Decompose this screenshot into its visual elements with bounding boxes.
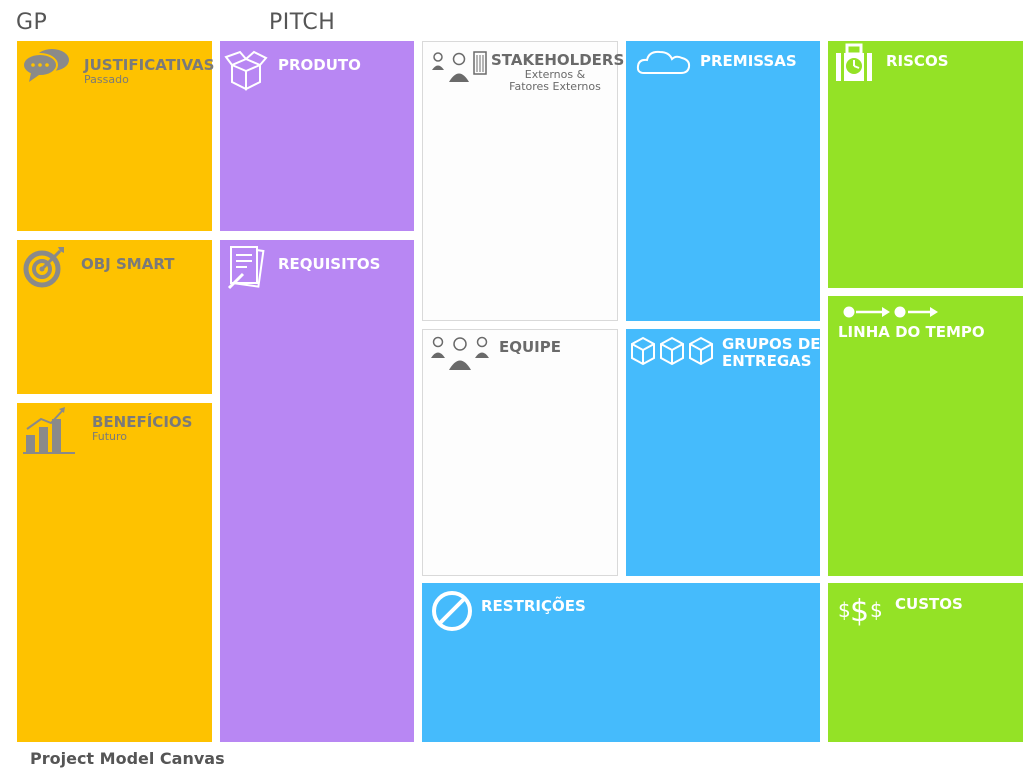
premissas-title: PREMISSAS (700, 52, 797, 70)
block-obj-smart[interactable]: OBJ SMART (17, 240, 212, 394)
grupos-title-1: GRUPOS DE (722, 335, 821, 353)
riscos-title: RISCOS (886, 52, 949, 70)
linha-do-tempo-title: LINHA DO TEMPO (838, 323, 985, 341)
svg-text:$: $ (850, 594, 869, 627)
requisitos-title: REQUISITOS (278, 255, 381, 273)
grupos-title-2: ENTREGAS (722, 352, 812, 370)
block-stakeholders[interactable]: STAKEHOLDERS Externos & Fatores Externos (422, 41, 624, 321)
pitch-label: PITCH (269, 10, 336, 35)
canvas-footer-title: Project Model Canvas (30, 749, 225, 768)
gp-label: GP (16, 10, 48, 35)
equipe-title: EQUIPE (499, 338, 561, 356)
block-linha-do-tempo[interactable]: LINHA DO TEMPO (828, 296, 1023, 576)
block-justificativas[interactable]: JUSTIFICATIVAS Passado (17, 41, 215, 231)
produto-title: PRODUTO (278, 56, 361, 74)
block-grupos-de-entregas[interactable]: GRUPOS DE ENTREGAS (626, 329, 821, 576)
stakeholders-subtitle-2: Fatores Externos (509, 80, 601, 93)
prohibited-icon (432, 591, 472, 631)
cloud-icon (636, 50, 691, 74)
block-requisitos[interactable]: REQUISITOS (220, 240, 414, 742)
team-icon (431, 336, 489, 370)
restricoes-title: RESTRIÇÕES (481, 597, 586, 615)
people-building-icon (432, 51, 487, 82)
block-restricoes[interactable]: RESTRIÇÕES (422, 583, 820, 742)
open-box-icon (224, 50, 268, 91)
justificativas-subtitle: Passado (84, 73, 129, 86)
block-premissas[interactable]: PREMISSAS (626, 41, 820, 321)
block-riscos[interactable]: RISCOS (828, 41, 1023, 288)
svg-text:$: $ (838, 598, 851, 622)
block-custos[interactable]: $ $ $ CUSTOS (828, 583, 1023, 742)
target-icon (23, 247, 64, 288)
speech-bubbles-icon (22, 49, 69, 82)
beneficios-subtitle: Futuro (92, 430, 127, 443)
bag-clock-icon (836, 43, 872, 81)
block-equipe[interactable]: EQUIPE (422, 329, 618, 576)
dollar-signs-icon: $ $ $ (838, 594, 883, 627)
obj-smart-title: OBJ SMART (81, 255, 175, 273)
block-produto[interactable]: PRODUTO (220, 41, 414, 231)
svg-text:$: $ (870, 598, 883, 622)
justificativas-title: JUSTIFICATIVAS (84, 56, 215, 74)
timeline-icon (843, 306, 938, 318)
beneficios-title: BENEFÍCIOS (92, 413, 193, 431)
block-beneficios[interactable]: BENEFÍCIOS Futuro (17, 403, 212, 742)
document-icon (227, 246, 265, 290)
stakeholders-title: STAKEHOLDERS (491, 51, 625, 69)
custos-title: CUSTOS (895, 595, 963, 613)
boxes-icon (631, 336, 713, 366)
bar-chart-icon (23, 407, 75, 454)
stakeholders-subtitle-1: Externos & (524, 68, 586, 81)
